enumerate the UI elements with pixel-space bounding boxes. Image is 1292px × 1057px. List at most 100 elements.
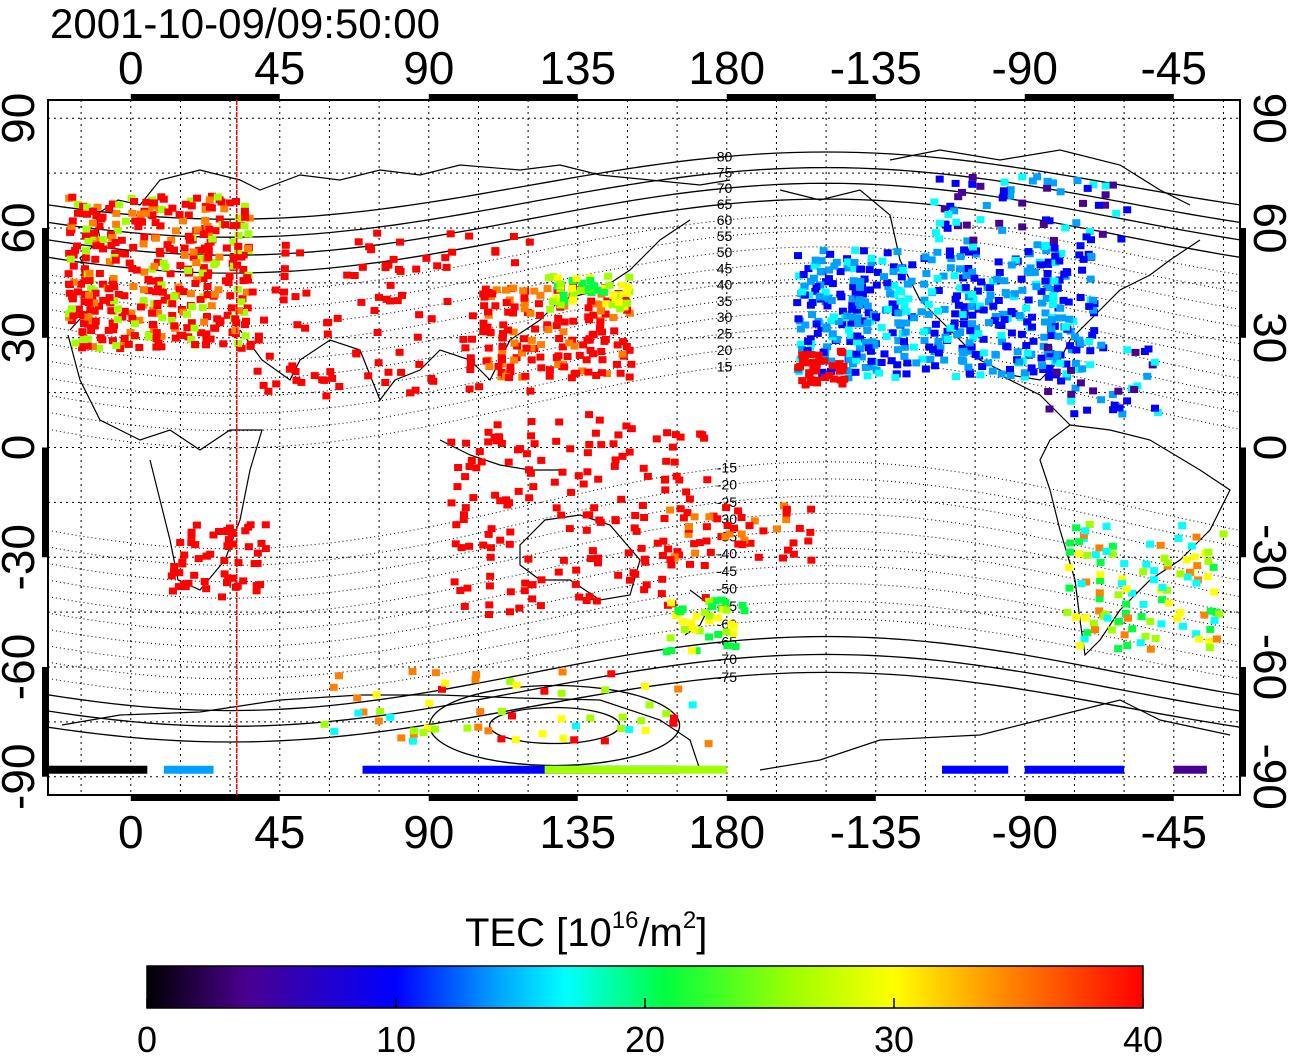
tec-cell: [940, 205, 949, 213]
tec-cell: [370, 307, 379, 314]
tec-cell: [411, 386, 420, 394]
left-lat-label: 60: [0, 202, 44, 253]
tec-cell: [1063, 608, 1072, 616]
tec-cell: [160, 296, 169, 304]
tec-cell: [964, 363, 973, 371]
tec-cell: [887, 357, 896, 365]
tec-cell: [872, 281, 881, 289]
tec-cell: [945, 247, 954, 255]
tec-cell: [1010, 290, 1019, 298]
tec-cell: [985, 284, 994, 292]
tec-cell: [1026, 269, 1035, 277]
tec-cell: [398, 291, 406, 299]
tec-cell: [95, 302, 103, 310]
tec-cell: [557, 715, 566, 723]
tec-cell: [1206, 607, 1215, 615]
tec-cell: [933, 275, 942, 283]
contour-label: -25: [717, 494, 737, 510]
tec-cell: [795, 272, 804, 280]
tec-cell: [782, 509, 791, 517]
left-lat-label: 90: [0, 93, 44, 144]
tec-cell: [229, 222, 238, 230]
tec-cell: [157, 343, 166, 351]
tec-cell: [129, 244, 138, 251]
tec-cell: [450, 578, 459, 586]
tec-cell: [858, 290, 867, 298]
tec-cell: [848, 305, 857, 313]
right-lat-label: -30: [1244, 524, 1292, 590]
tec-cell: [825, 372, 834, 379]
left-lat-label: 0: [0, 435, 44, 461]
tec-cell: [569, 294, 578, 301]
tec-cell: [854, 320, 863, 328]
tec-cell: [617, 725, 626, 732]
tec-cell: [1043, 284, 1052, 292]
tec-cell: [130, 198, 138, 205]
tec-cell: [990, 317, 999, 325]
tec-cell: [1011, 256, 1020, 264]
tec-cell: [1071, 359, 1080, 367]
tec-cell: [666, 506, 675, 514]
tec-cell: [153, 285, 162, 293]
tec-cell: [986, 291, 995, 299]
tec-cell: [465, 385, 474, 393]
tec-cell: [625, 273, 634, 281]
tec-cell: [252, 582, 261, 590]
tec-cell: [84, 313, 93, 321]
tec-cell: [816, 357, 825, 365]
tec-cell: [811, 287, 820, 295]
colorbar-tick-label: 20: [625, 1019, 665, 1057]
tec-cell: [516, 445, 524, 453]
tec-cell: [592, 372, 601, 379]
tec-cell: [178, 558, 187, 566]
tec-cell: [202, 334, 211, 342]
contour-label: -70: [717, 651, 737, 667]
tec-cell: [538, 730, 547, 738]
tec-cell: [1067, 390, 1076, 398]
tec-cell: [614, 298, 623, 306]
tec-cell: [535, 311, 544, 319]
tec-cell: [888, 329, 897, 337]
tec-cell: [1038, 362, 1047, 370]
tec-cell: [1083, 406, 1092, 414]
tec-cell: [67, 222, 76, 230]
tec-cell: [848, 301, 857, 309]
tec-cell: [586, 555, 595, 563]
tec-cell: [135, 316, 144, 324]
tec-cell: [186, 290, 195, 298]
tec-cell: [412, 265, 421, 273]
contour-label: -40: [717, 546, 737, 562]
tec-cell: [929, 346, 938, 353]
tec-cell: [430, 725, 439, 733]
tec-cell: [798, 346, 806, 353]
tec-cell: [668, 443, 677, 451]
tec-cell: [991, 350, 1000, 358]
tec-cell: [910, 314, 918, 322]
tec-cell: [598, 369, 606, 377]
tec-cell: [968, 311, 977, 319]
tec-cell: [826, 250, 835, 258]
tec-cell: [1076, 242, 1085, 250]
tec-cell: [601, 686, 610, 694]
tec-cell: [144, 287, 153, 295]
tec-cell: [520, 294, 529, 302]
tec-cell: [167, 316, 176, 324]
tec-cell: [920, 296, 929, 304]
tec-cell: [158, 288, 167, 296]
tec-cell: [988, 367, 997, 375]
tec-cell: [1087, 236, 1095, 244]
tec-cell: [494, 362, 503, 370]
tec-cell: [184, 267, 193, 275]
tec-cell: [872, 313, 881, 321]
tec-cell: [1049, 179, 1057, 187]
tec-cell: [1045, 405, 1054, 413]
tec-cell: [223, 542, 232, 550]
tec-cell: [1018, 286, 1027, 294]
tec-cell: [515, 604, 524, 612]
tec-cell: [618, 452, 627, 460]
tec-cell: [456, 587, 465, 594]
tec-cell: [243, 274, 252, 282]
tec-cell: [795, 524, 804, 532]
tec-cell: [815, 293, 824, 301]
tec-cell: [997, 322, 1006, 329]
